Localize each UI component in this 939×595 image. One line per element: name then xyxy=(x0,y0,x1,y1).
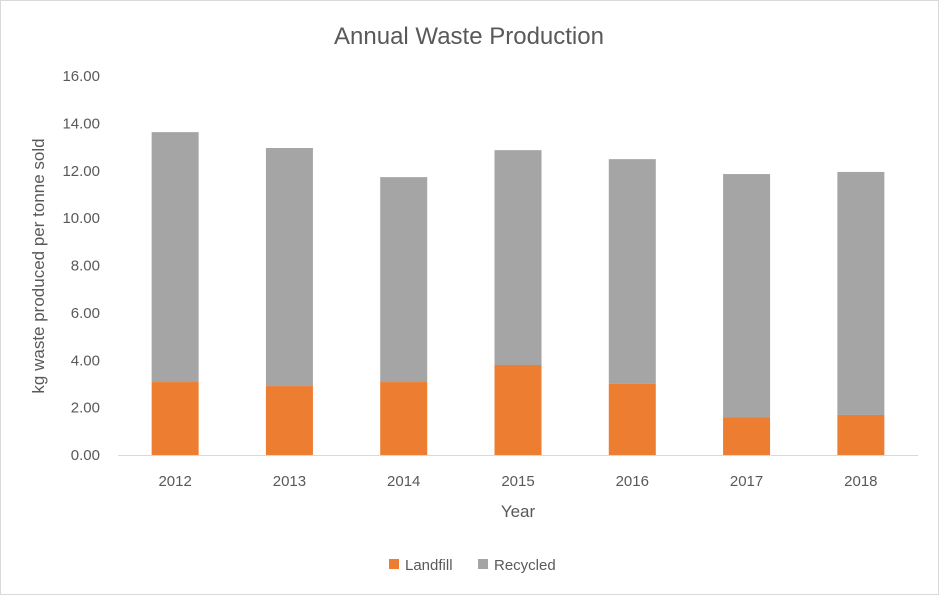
y-tick-label: 0.00 xyxy=(71,447,100,464)
y-tick-label: 8.00 xyxy=(71,258,100,275)
x-tick-label: 2015 xyxy=(501,473,534,490)
y-tick-label: 10.00 xyxy=(62,210,100,227)
bar-landfill-2014 xyxy=(380,382,428,455)
bar-recycled-2018 xyxy=(837,171,885,415)
bar-recycled-2015 xyxy=(494,150,542,365)
y-axis-label: kg waste produced per tonne sold xyxy=(29,138,48,393)
bar-recycled-2013 xyxy=(265,148,313,387)
x-tick-label: 2017 xyxy=(730,473,763,490)
x-tick-label: 2014 xyxy=(387,473,420,490)
bar-landfill-2013 xyxy=(265,386,313,455)
chart-title: Annual Waste Production xyxy=(334,23,604,50)
x-tick-label: 2012 xyxy=(158,473,191,490)
bar-recycled-2014 xyxy=(380,177,428,383)
y-tick-label: 4.00 xyxy=(71,352,100,369)
legend-swatch-recycled xyxy=(478,559,488,569)
bar-recycled-2016 xyxy=(608,159,656,384)
x-axis-label: Year xyxy=(501,502,536,521)
legend-swatch-landfill xyxy=(389,559,399,569)
legend-label-recycled: Recycled xyxy=(494,557,556,574)
legend-label-landfill: Landfill xyxy=(405,557,453,574)
bar-landfill-2015 xyxy=(494,364,542,455)
bar-landfill-2018 xyxy=(837,414,885,455)
bar-landfill-2017 xyxy=(723,417,771,455)
y-tick-label: 12.00 xyxy=(62,163,100,180)
y-tick-label: 6.00 xyxy=(71,305,100,322)
bar-recycled-2012 xyxy=(151,132,199,383)
y-tick-label: 14.00 xyxy=(62,115,100,132)
x-tick-label: 2018 xyxy=(844,473,877,490)
x-tick-label: 2016 xyxy=(616,473,649,490)
bar-recycled-2017 xyxy=(723,174,771,418)
y-tick-label: 16.00 xyxy=(62,68,100,85)
x-tick-label: 2013 xyxy=(273,473,306,490)
bar-landfill-2012 xyxy=(151,382,199,455)
bar-landfill-2016 xyxy=(608,383,656,455)
y-tick-label: 2.00 xyxy=(71,400,100,417)
